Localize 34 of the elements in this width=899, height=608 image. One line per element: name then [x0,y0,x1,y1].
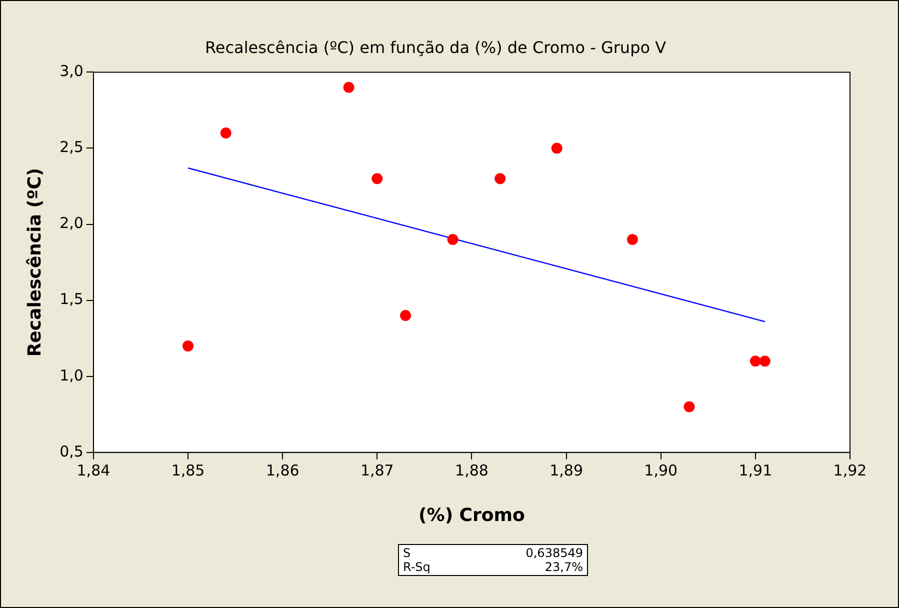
point [626,234,638,245]
y-tick-label: 0,5 [60,442,84,460]
x-tick-label: 1,87 [360,461,394,480]
x-tick-label: 1,91 [738,461,772,480]
x-tick-label: 1,84 [76,461,110,480]
x-tick-label: 1,92 [833,461,867,480]
text: 0,638549 [524,546,583,560]
x-tick-label: 1,86 [266,461,300,480]
y-tick-label: 3,0 [60,62,84,80]
text: 23,7% [544,560,583,574]
x-axis-title: (%) Cromo [418,504,525,526]
point [494,173,506,184]
x-tick-label: 1,89 [550,461,583,480]
y-tick-label: 2,5 [60,138,84,156]
point [182,340,194,352]
point [551,142,562,154]
x-tick-label: 1,88 [455,461,488,480]
point [684,401,695,412]
point [343,82,354,93]
y-tick-label: 1,5 [60,290,84,308]
point [220,128,232,139]
point [400,310,412,322]
chart-title: Recalescência (ºC) em função da (%) de Cromo - Grupo V [204,38,666,57]
point [447,234,458,245]
y-axis-title: Recalescência (ºC) [24,168,46,357]
point [759,356,770,367]
x-tick-label: 1,85 [171,461,205,480]
text: R-Sq [403,560,432,574]
y-tick-label: 1,0 [60,366,84,384]
x-tick-label: 1,90 [644,461,678,480]
point [750,356,761,367]
text: S [403,546,412,560]
point [372,173,383,184]
y-tick-label: 2,0 [60,214,84,232]
